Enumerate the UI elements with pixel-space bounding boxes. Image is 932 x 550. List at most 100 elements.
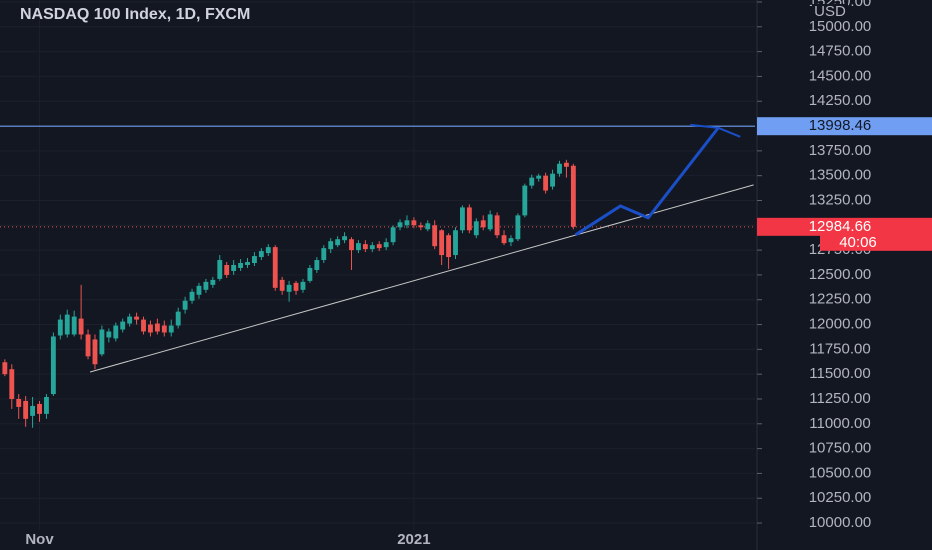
y-tick-label: 13500.00 xyxy=(809,167,872,184)
candle-body xyxy=(536,175,542,179)
y-tick-label: 10250.00 xyxy=(809,489,872,506)
candle-body xyxy=(397,222,403,228)
y-tick-label: 11750.00 xyxy=(809,340,870,357)
candle-body xyxy=(418,225,424,228)
candle-body xyxy=(557,163,562,174)
candle-body xyxy=(154,323,160,332)
last-price-box xyxy=(757,217,932,236)
candle-body xyxy=(293,282,299,291)
level-price-label: 13998.46 xyxy=(809,117,872,134)
candle-body xyxy=(2,362,8,375)
y-tick-label: 14750.00 xyxy=(809,43,872,60)
candle-body xyxy=(120,321,126,330)
candle-body xyxy=(508,238,514,243)
candle-body xyxy=(258,251,264,258)
candle-body xyxy=(272,247,278,288)
y-tick-label: 11000.00 xyxy=(809,415,870,432)
y-tick-label: 14500.00 xyxy=(809,67,872,84)
candle-body xyxy=(9,369,15,399)
candle-body xyxy=(182,300,188,310)
candle-body xyxy=(432,225,438,247)
candle-body xyxy=(238,263,244,268)
x-tick-label: 2021 xyxy=(397,531,430,548)
candle-body xyxy=(224,265,230,275)
candle-body xyxy=(439,230,445,256)
candle-body xyxy=(550,173,555,187)
candle-body xyxy=(99,329,105,355)
candle-body xyxy=(543,175,549,191)
candle-body xyxy=(189,291,195,301)
candle-body xyxy=(383,242,389,248)
candle-body xyxy=(286,284,292,292)
candle-body xyxy=(106,331,112,338)
candle-body xyxy=(342,236,347,241)
candle-body xyxy=(335,239,341,246)
candle-body xyxy=(71,316,77,335)
y-tick-label: 14250.00 xyxy=(809,92,872,109)
candle-body xyxy=(356,243,361,251)
candle-body xyxy=(168,325,174,333)
y-tick-label: 12000.00 xyxy=(809,316,872,333)
candle-body xyxy=(494,215,500,236)
candle-body xyxy=(328,241,334,250)
candle-body xyxy=(16,398,22,407)
candle-body xyxy=(175,311,181,326)
candle-body xyxy=(321,248,327,261)
currency-label: USD xyxy=(814,3,846,20)
candle-body xyxy=(362,244,368,250)
candle-body xyxy=(64,314,70,335)
countdown-box xyxy=(820,234,932,251)
candle-body xyxy=(515,215,521,240)
candle-body xyxy=(210,279,216,285)
x-tick-label: Nov xyxy=(25,531,54,548)
candle-body xyxy=(466,207,472,231)
y-tick-label: 10000.00 xyxy=(809,514,872,531)
candle-body xyxy=(411,220,417,226)
candle-body xyxy=(245,262,250,265)
candle-body xyxy=(425,223,431,230)
candle-body xyxy=(203,281,209,290)
candle-body xyxy=(473,221,479,236)
candle-body xyxy=(390,227,396,243)
candle-body xyxy=(92,339,98,365)
y-tick-label: 12250.00 xyxy=(809,291,872,308)
y-tick-label: 13250.00 xyxy=(809,191,872,208)
projection xyxy=(574,126,720,237)
candle-body xyxy=(446,235,451,258)
candle-body xyxy=(563,162,569,167)
candle-body xyxy=(78,318,84,335)
candle-body xyxy=(57,319,63,336)
candle-body xyxy=(376,244,382,249)
candle-body xyxy=(522,185,528,216)
candle-body xyxy=(314,260,320,270)
candle-body xyxy=(44,397,49,414)
candle-body xyxy=(113,325,119,339)
candle-body xyxy=(349,239,354,251)
countdown-label: 40:06 xyxy=(839,234,877,251)
candle-body xyxy=(460,207,465,231)
candle-body xyxy=(404,220,410,226)
candle-body xyxy=(453,230,458,256)
candle-body xyxy=(196,285,202,295)
candle-body xyxy=(50,336,56,395)
arrow-head xyxy=(690,123,741,138)
candle-body xyxy=(570,165,576,227)
candle-body xyxy=(231,265,237,271)
y-tick-label: 11500.00 xyxy=(809,365,870,382)
candle-body xyxy=(300,281,306,290)
candle-body xyxy=(307,267,313,281)
candle-body xyxy=(279,279,285,291)
grid xyxy=(0,0,755,530)
currency-box xyxy=(812,4,848,20)
candle-body xyxy=(480,220,486,228)
y-tick-label: 10750.00 xyxy=(809,440,872,457)
y-tick-label: 12500.00 xyxy=(809,266,872,283)
candle-body xyxy=(85,334,91,357)
candle-body xyxy=(252,256,257,264)
candle-body xyxy=(141,319,146,332)
candle-body xyxy=(487,214,493,230)
price-axis: 10000.00 10250.00 10500.00 10750.00 11000.00… xyxy=(757,0,932,531)
y-tick-label: 10500.00 xyxy=(809,464,872,481)
y-tick-label: 13750.00 xyxy=(809,142,872,159)
